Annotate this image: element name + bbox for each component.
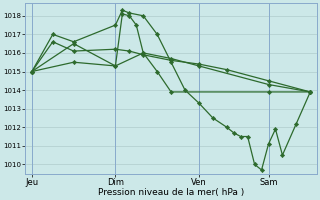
X-axis label: Pression niveau de la mer( hPa ): Pression niveau de la mer( hPa ) [98, 188, 244, 197]
